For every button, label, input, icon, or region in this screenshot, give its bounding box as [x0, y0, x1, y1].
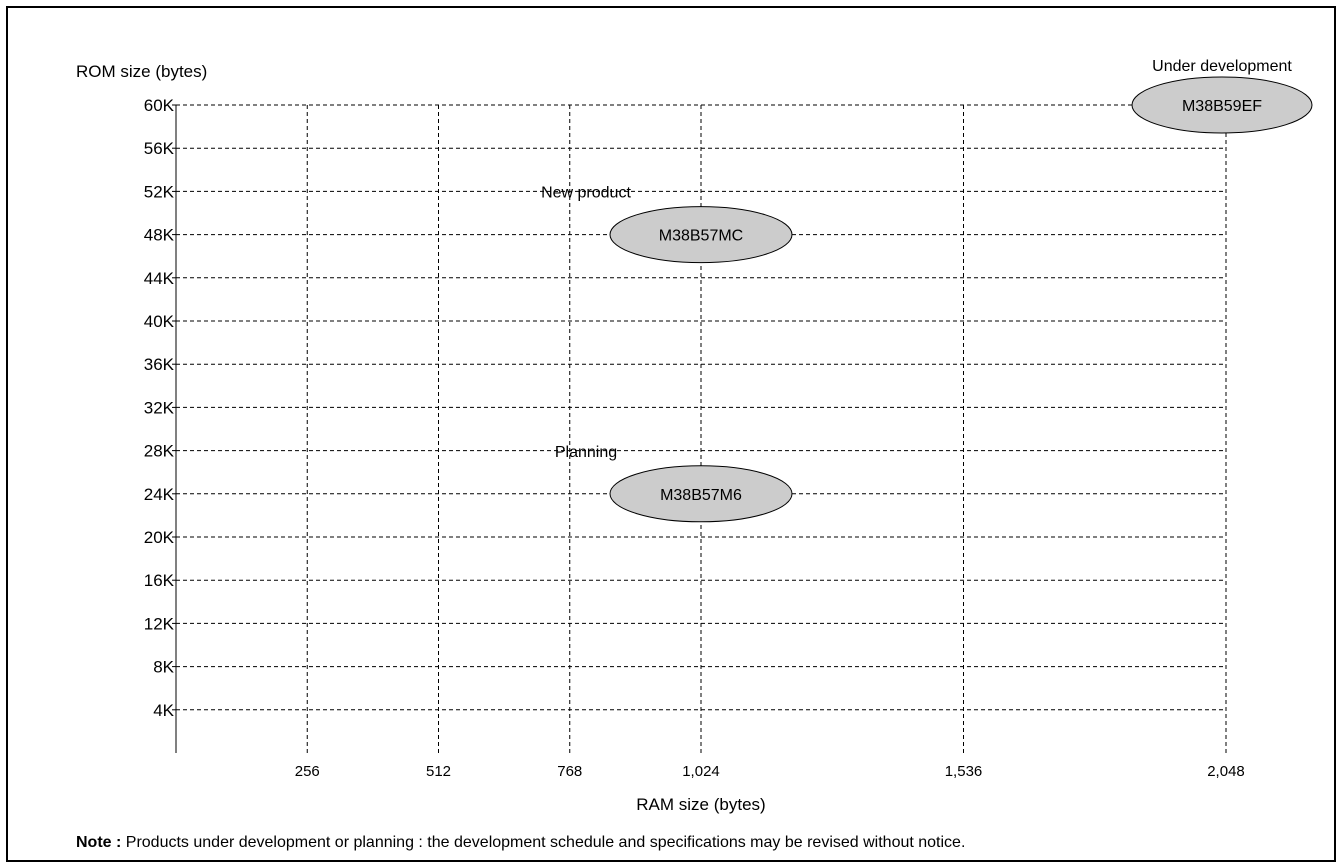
- product-bubble: [609, 206, 793, 264]
- product-status-label: Under development: [1152, 58, 1292, 75]
- x-tick-label: 512: [426, 763, 451, 780]
- y-tick-label: 28K: [144, 442, 175, 461]
- y-tick-label: 56K: [144, 139, 175, 158]
- grid: [176, 104, 1227, 753]
- product-label: M38B57M6: [660, 487, 742, 504]
- x-tick-label: 768: [557, 763, 582, 780]
- y-tick-label: 16K: [144, 571, 175, 590]
- y-tick-label: 60K: [144, 96, 175, 115]
- y-tick-label: 4K: [153, 701, 174, 720]
- product-marker: M38B59EF Under development: [1131, 58, 1313, 134]
- y-tick-label: 32K: [144, 398, 175, 417]
- product-markers: M38B59EF Under development M38B57MC New pro…: [541, 58, 1313, 523]
- y-tick-label: 40K: [144, 312, 175, 331]
- product-marker: M38B57M6 Planning: [555, 444, 793, 523]
- product-bubble: [609, 465, 793, 523]
- product-label: M38B59EF: [1182, 98, 1262, 115]
- footnote: Note : Products under development or pla…: [76, 834, 965, 852]
- product-status-label: Planning: [555, 444, 617, 461]
- y-tick-label: 48K: [144, 226, 175, 245]
- y-tick-label: 44K: [144, 269, 175, 288]
- product-bubble: [1131, 76, 1313, 134]
- note-text: Products under development or planning :…: [125, 834, 966, 851]
- y-tick-label: 12K: [144, 614, 175, 633]
- product-marker: M38B57MC New product: [541, 185, 793, 264]
- x-tick-label: 1,536: [945, 763, 983, 780]
- x-tick-label: 256: [295, 763, 320, 780]
- y-tick-label: 24K: [144, 485, 175, 504]
- y-tick-label: 52K: [144, 182, 175, 201]
- y-tick-label: 36K: [144, 355, 175, 374]
- x-tick-label: 1,024: [682, 763, 720, 780]
- x-tick-label: 2,048: [1207, 763, 1245, 780]
- product-status-label: New product: [541, 185, 631, 202]
- tick-labels: 4K 8K 12K 16K 20K 24K 28K 32K 36K 40K 44K 48K 52K 56K…: [144, 96, 1245, 780]
- y-tick-label: 20K: [144, 528, 175, 547]
- y-axis-label: ROM size (bytes): [76, 62, 207, 81]
- chart-frame: [6, 6, 1336, 862]
- note-prefix: Note :: [76, 834, 122, 851]
- x-axis-label: RAM size (bytes): [636, 795, 765, 814]
- y-tick-label: 8K: [153, 658, 174, 677]
- product-label: M38B57MC: [659, 228, 743, 245]
- axes: [172, 104, 177, 753]
